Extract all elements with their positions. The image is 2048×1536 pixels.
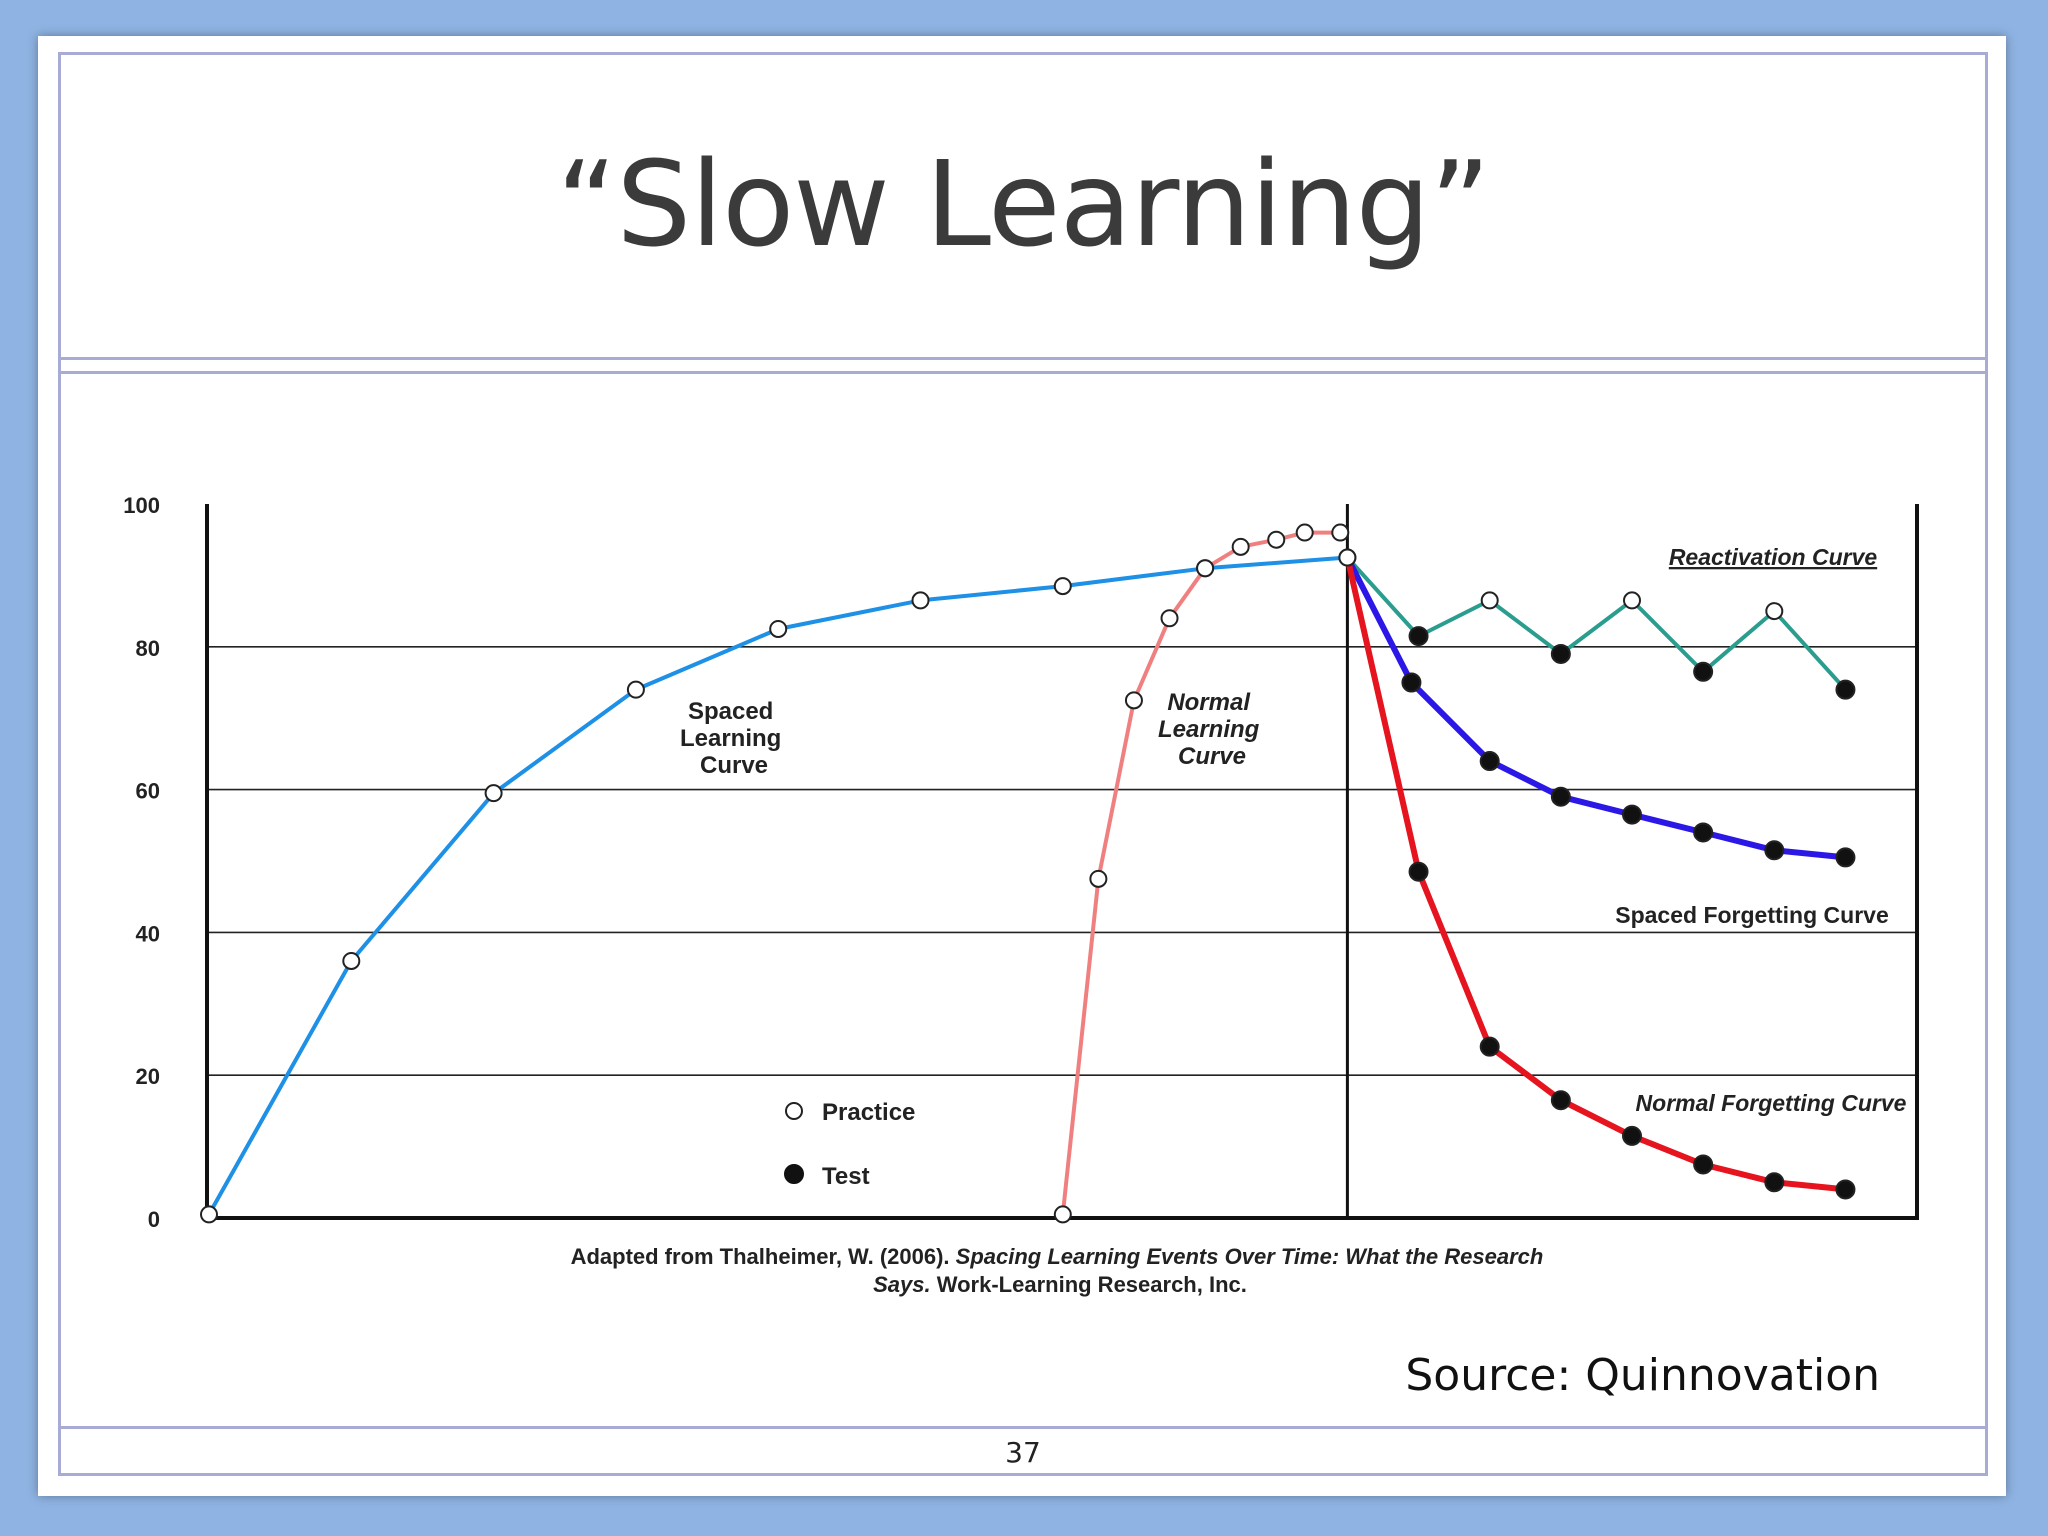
caption-plain: Work-Learning Research, Inc. — [931, 1272, 1247, 1297]
normal-learning-curve-point — [1124, 691, 1143, 710]
normal-forgetting-curve-point — [1764, 1172, 1785, 1193]
normal-learning-curve-point — [1196, 559, 1215, 578]
caption-italic: Says. — [873, 1272, 931, 1297]
normal-forgetting-curve-point — [1479, 1036, 1500, 1057]
legend-practice-marker — [785, 1102, 803, 1120]
spaced-forgetting-curve-point — [1550, 786, 1571, 807]
spaced-learning-label-line: Spaced — [688, 698, 773, 725]
spaced-forgetting-curve-point — [1764, 840, 1785, 861]
reactivation-curve-point — [1550, 643, 1571, 664]
normal-learning-curve-point — [1089, 869, 1108, 888]
reactivation-curve-point — [1765, 602, 1784, 621]
normal-forgetting-label: Normal Forgetting Curve — [1636, 1090, 1907, 1116]
normal-forgetting-curve-point — [1622, 1125, 1642, 1146]
reactivation-curve-line — [1345, 556, 1847, 691]
spaced-forgetting-curve-point — [1622, 804, 1642, 825]
y-tick-label: 40 — [136, 921, 160, 946]
legend-test-label: Test — [822, 1163, 870, 1190]
reactivation-curve-point — [1623, 591, 1641, 610]
spaced-learning-label-line: Learning — [680, 725, 781, 752]
spaced-learning-curve-point — [769, 619, 788, 638]
reactivation-curve-point — [1480, 591, 1499, 610]
normal-forgetting-curve-point — [1835, 1179, 1856, 1200]
normal-learning-curve-point — [1053, 1205, 1072, 1224]
spaced-forgetting-curve-point — [1479, 751, 1500, 772]
normal-learning-curve-point — [1160, 609, 1179, 628]
spaced-learning-label: Spaced Learning Curve — [680, 698, 788, 779]
spaced-learning-curve-point — [1338, 548, 1357, 567]
normal-learning-label-line: Normal — [1167, 689, 1251, 716]
normal-learning-curve-point — [1295, 523, 1314, 542]
spaced-forgetting-curve-point — [1835, 847, 1856, 868]
reactivation-curve-point — [1693, 661, 1714, 682]
source-credit: Source: Quinnovation — [1405, 1350, 1880, 1401]
normal-learning-label: Normal Learning Curve — [1158, 689, 1266, 770]
spaced-learning-curve-point — [484, 784, 503, 803]
legend-test-marker — [784, 1164, 804, 1184]
spaced-forgetting-curve-point — [1401, 672, 1422, 693]
y-tick-label: 100 — [123, 493, 160, 518]
normal-forgetting-curve-point — [1693, 1154, 1714, 1175]
spaced-forgetting-curve-point — [1693, 822, 1714, 843]
spaced-learning-curve-point — [911, 591, 930, 610]
reactivation-curve-label: Reactivation Curve — [1669, 544, 1878, 570]
spaced-learning-label-line: Curve — [700, 752, 768, 779]
legend: Practice Test — [784, 1099, 915, 1190]
spaced-learning-curve-point — [1053, 577, 1072, 596]
chart-caption: Adapted from Thalheimer, W. (2006). Spac… — [571, 1244, 1550, 1297]
y-tick-label: 80 — [136, 636, 160, 661]
spaced-learning-curve-point — [626, 680, 645, 699]
reactivation-curve-point — [1408, 626, 1429, 647]
page-number: 37 — [1005, 1436, 1041, 1469]
legend-practice-label: Practice — [822, 1099, 915, 1126]
title-divider-top — [58, 357, 1988, 360]
footer-divider — [58, 1426, 1988, 1429]
normal-forgetting-curve-line — [1344, 556, 1846, 1193]
caption-plain: Adapted from Thalheimer, W. (2006). — [571, 1244, 956, 1269]
normal-learning-label-line: Curve — [1178, 743, 1246, 770]
normal-forgetting-curve-point — [1408, 861, 1429, 882]
normal-learning-curve-point — [1331, 523, 1350, 542]
slide-frame — [58, 52, 1988, 1476]
y-tick-label: 20 — [136, 1064, 160, 1089]
reactivation-curve-point — [1835, 679, 1856, 700]
normal-forgetting-curve-point — [1550, 1090, 1571, 1111]
spaced-learning-curve-line — [207, 555, 1348, 1216]
slide — [38, 36, 2006, 1496]
spaced-forgetting-curve-line — [1344, 556, 1846, 861]
title-divider-bottom — [58, 371, 1988, 374]
slide-title: “Slow Learning” — [556, 135, 1490, 273]
spaced-learning-curve-point — [200, 1205, 218, 1224]
normal-learning-curve-point — [1231, 537, 1250, 556]
spaced-learning-curve-point — [342, 951, 361, 970]
y-tick-label: 0 — [148, 1207, 160, 1232]
spaced-forgetting-label: Spaced Forgetting Curve — [1615, 902, 1888, 928]
y-tick-label: 60 — [136, 779, 160, 804]
normal-learning-curve-point — [1267, 530, 1286, 549]
caption-italic: Spacing Learning Events Over Time: What … — [956, 1244, 1544, 1269]
normal-learning-label-line: Learning — [1158, 716, 1260, 743]
